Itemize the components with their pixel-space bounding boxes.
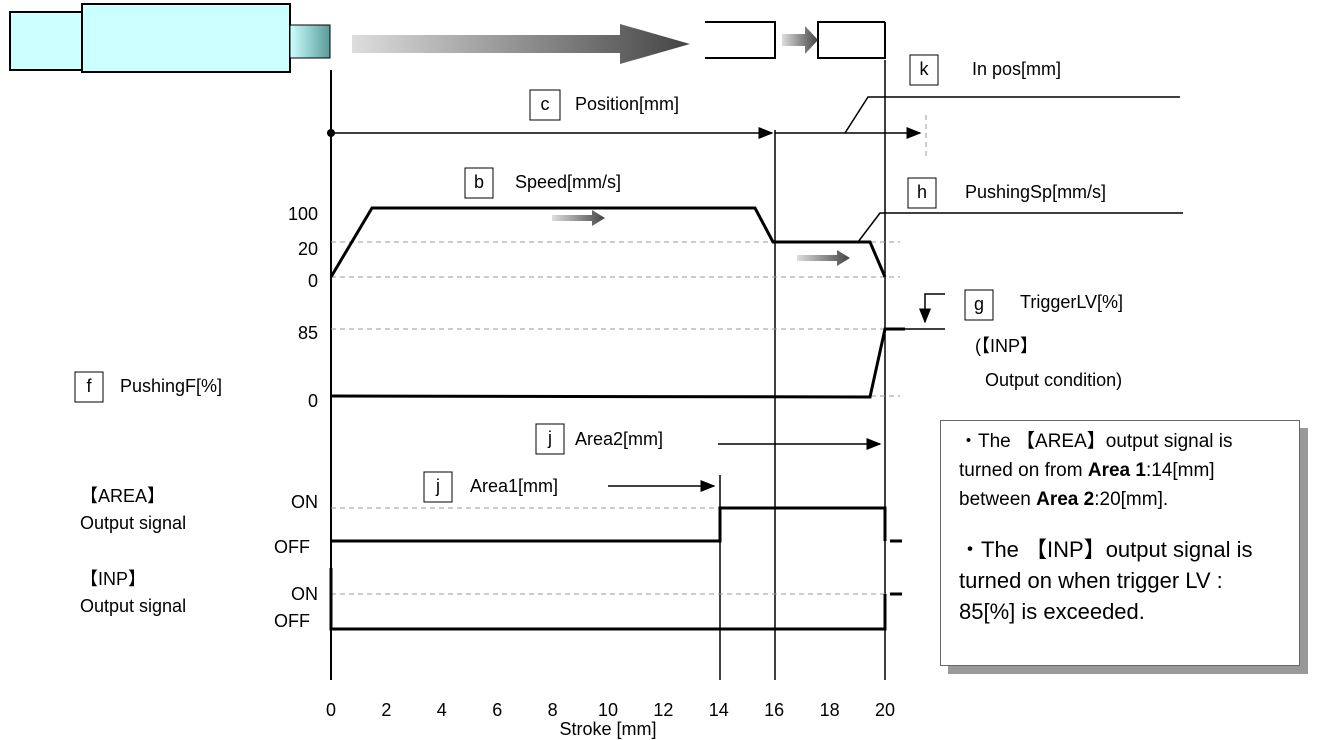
label: Speed[mm/s] <box>515 172 621 192</box>
label: TriggerLV[%] <box>1020 292 1123 312</box>
label: (【INP】 <box>975 336 1038 356</box>
x-tick-label: 4 <box>437 700 447 720</box>
axis-title: Stroke [mm] <box>559 719 656 739</box>
text: Area 1 <box>1087 460 1146 481</box>
x-tick-label: 12 <box>653 700 673 720</box>
label: PushingSp[mm/s] <box>965 182 1106 202</box>
text: ・The 【AREA】output signal is turned on fr… <box>959 431 1233 481</box>
x-tick-label: 16 <box>764 700 784 720</box>
x-tick-label: 0 <box>326 700 336 720</box>
key: h <box>917 182 927 202</box>
x-tick-label: 20 <box>875 700 895 720</box>
x-tick-label: 18 <box>820 700 840 720</box>
signal-name: Output signal <box>80 596 186 616</box>
signal-name: 【INP】 <box>80 569 146 589</box>
note-item: ・The 【AREA】output signal is turned on fr… <box>959 427 1281 514</box>
label: In pos[mm] <box>972 59 1061 79</box>
text: :20[mm]. <box>1094 489 1169 510</box>
x-ticks: 0 2 4 6 8 10 12 14 16 18 20 <box>326 700 895 720</box>
label: Area1[mm] <box>470 476 558 496</box>
state: ON <box>291 584 318 604</box>
x-tick-label: 6 <box>492 700 502 720</box>
key: g <box>974 294 984 314</box>
note-box: ・The 【AREA】output signal is turned on fr… <box>940 420 1300 666</box>
state: OFF <box>274 611 310 631</box>
text: :14[mm] between <box>959 460 1215 510</box>
key: c <box>541 94 550 114</box>
key: j <box>547 428 552 448</box>
label: PushingF[%] <box>120 376 222 396</box>
x-tick-label: 8 <box>548 700 558 720</box>
label: Area2[mm] <box>575 429 663 449</box>
key: k <box>920 59 930 79</box>
note-item: ・The 【INP】output signal is turned on whe… <box>959 534 1281 627</box>
tick-label: 0 <box>308 271 318 291</box>
key: b <box>474 172 484 192</box>
actuator <box>9 3 886 73</box>
x-tick-label: 2 <box>381 700 391 720</box>
tick-label: 20 <box>298 239 318 259</box>
signal-name: 【AREA】 <box>80 486 165 506</box>
signal-name: Output signal <box>80 513 186 533</box>
tick-label: 100 <box>288 204 318 224</box>
label: Output condition) <box>985 370 1122 390</box>
text: ・The 【INP】output signal is turned on whe… <box>959 537 1253 624</box>
key: f <box>86 376 92 396</box>
x-tick-label: 10 <box>598 700 618 720</box>
axes <box>330 60 886 680</box>
state: OFF <box>274 537 310 557</box>
label: Position[mm] <box>575 94 679 114</box>
text: Area 2 <box>1036 489 1095 510</box>
state: ON <box>291 492 318 512</box>
x-tick-label: 14 <box>709 700 729 720</box>
tick-label: 0 <box>308 391 318 411</box>
tick-label: 85 <box>298 323 318 343</box>
key: j <box>435 476 440 496</box>
